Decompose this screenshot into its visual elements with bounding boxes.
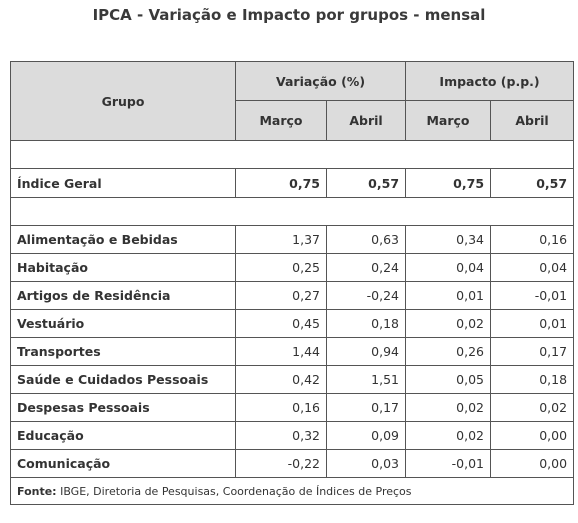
table-row: Despesas Pessoais 0,16 0,17 0,02 0,02 xyxy=(10,393,575,422)
source-note: Fonte: IBGE, Diretoria de Pesquisas, Coo… xyxy=(9,477,575,505)
spacer-row xyxy=(9,197,575,226)
table-row: Transportes 1,44 0,94 0,26 0,17 xyxy=(10,337,575,366)
header-impacto: Impacto (p.p.) xyxy=(405,61,575,101)
cell-value: 1,37 xyxy=(235,225,327,254)
cell-value: 0,04 xyxy=(490,253,575,282)
table-row: Saúde e Cuidados Pessoais 0,42 1,51 0,05 0,1… xyxy=(10,365,575,394)
header-variacao: Variação (%) xyxy=(234,61,407,101)
cell-value: 0,04 xyxy=(405,253,492,282)
row-label: Vestuário xyxy=(10,309,236,338)
cell-value: 0,16 xyxy=(490,225,575,254)
header-grupo: Grupo xyxy=(10,61,236,141)
source-label: Fonte: xyxy=(17,484,57,498)
cell-value: 0,18 xyxy=(490,365,575,394)
table-row: Educação 0,32 0,09 0,02 0,00 xyxy=(10,421,575,450)
cell-value: 0,34 xyxy=(405,225,492,254)
row-label: Índice Geral xyxy=(10,168,236,198)
cell-value: 1,51 xyxy=(325,365,407,394)
row-label: Saúde e Cuidados Pessoais xyxy=(10,365,236,394)
cell-value: -0,01 xyxy=(490,281,575,310)
header-month: Março xyxy=(235,100,327,141)
source-text: IBGE, Diretoria de Pesquisas, Coordenaçã… xyxy=(56,484,412,498)
cell-value: 0,17 xyxy=(490,337,575,366)
cell-value: 0,01 xyxy=(490,309,575,338)
cell-value: 0,02 xyxy=(490,393,575,422)
cell-value: 0,09 xyxy=(325,421,407,450)
cell-value: 0,94 xyxy=(325,337,407,366)
header-month: Abril xyxy=(325,100,407,141)
row-label: Artigos de Residência xyxy=(10,281,236,310)
indice-geral-row: Índice Geral 0,75 0,57 0,75 0,57 xyxy=(10,168,575,198)
ipca-table: Grupo Variação (%) Impacto (p.p.) Março … xyxy=(9,61,575,505)
header-month: Março xyxy=(405,100,492,141)
cell-value: 0,57 xyxy=(325,168,407,198)
cell-value: 0,02 xyxy=(405,421,492,450)
row-label: Alimentação e Bebidas xyxy=(10,225,236,254)
cell-value: 0,75 xyxy=(235,168,327,198)
cell-value: 0,01 xyxy=(405,281,492,310)
cell-value: 0,45 xyxy=(235,309,327,338)
cell-value: 0,24 xyxy=(325,253,407,282)
cell-value: 0,27 xyxy=(235,281,327,310)
row-label: Comunicação xyxy=(10,449,236,478)
cell-value: 0,57 xyxy=(490,168,575,198)
cell-value: 0,16 xyxy=(235,393,327,422)
cell-value: 0,17 xyxy=(325,393,407,422)
cell-value: 0,42 xyxy=(235,365,327,394)
row-label: Educação xyxy=(10,421,236,450)
source-row: Fonte: IBGE, Diretoria de Pesquisas, Coo… xyxy=(9,477,575,505)
cell-value: 0,25 xyxy=(235,253,327,282)
table-row: Artigos de Residência 0,27 -0,24 0,01 -0,01 xyxy=(10,281,575,310)
spacer-row xyxy=(9,140,575,169)
cell-value: 0,03 xyxy=(325,449,407,478)
cell-value: 0,32 xyxy=(235,421,327,450)
cell-value: 0,63 xyxy=(325,225,407,254)
cell-value: 0,18 xyxy=(325,309,407,338)
table-row: Alimentação e Bebidas 1,37 0,63 0,34 0,16 xyxy=(10,225,575,254)
cell-value: 0,26 xyxy=(405,337,492,366)
table-row: Vestuário 0,45 0,18 0,02 0,01 xyxy=(10,309,575,338)
cell-value: -0,01 xyxy=(405,449,492,478)
cell-value: 0,02 xyxy=(405,393,492,422)
cell-value: -0,24 xyxy=(325,281,407,310)
row-label: Despesas Pessoais xyxy=(10,393,236,422)
cell-value: 0,00 xyxy=(490,449,575,478)
cell-value: 1,44 xyxy=(235,337,327,366)
cell-value: 0,75 xyxy=(405,168,492,198)
cell-value: 0,02 xyxy=(405,309,492,338)
table-row: Comunicação -0,22 0,03 -0,01 0,00 xyxy=(10,449,575,478)
table-title: IPCA - Variação e Impacto por grupos - m… xyxy=(92,6,486,24)
cell-value: -0,22 xyxy=(235,449,327,478)
row-label: Habitação xyxy=(10,253,236,282)
row-label: Transportes xyxy=(10,337,236,366)
header-month: Abril xyxy=(490,100,575,141)
table-row: Habitação 0,25 0,24 0,04 0,04 xyxy=(10,253,575,282)
cell-value: 0,00 xyxy=(490,421,575,450)
cell-value: 0,05 xyxy=(405,365,492,394)
